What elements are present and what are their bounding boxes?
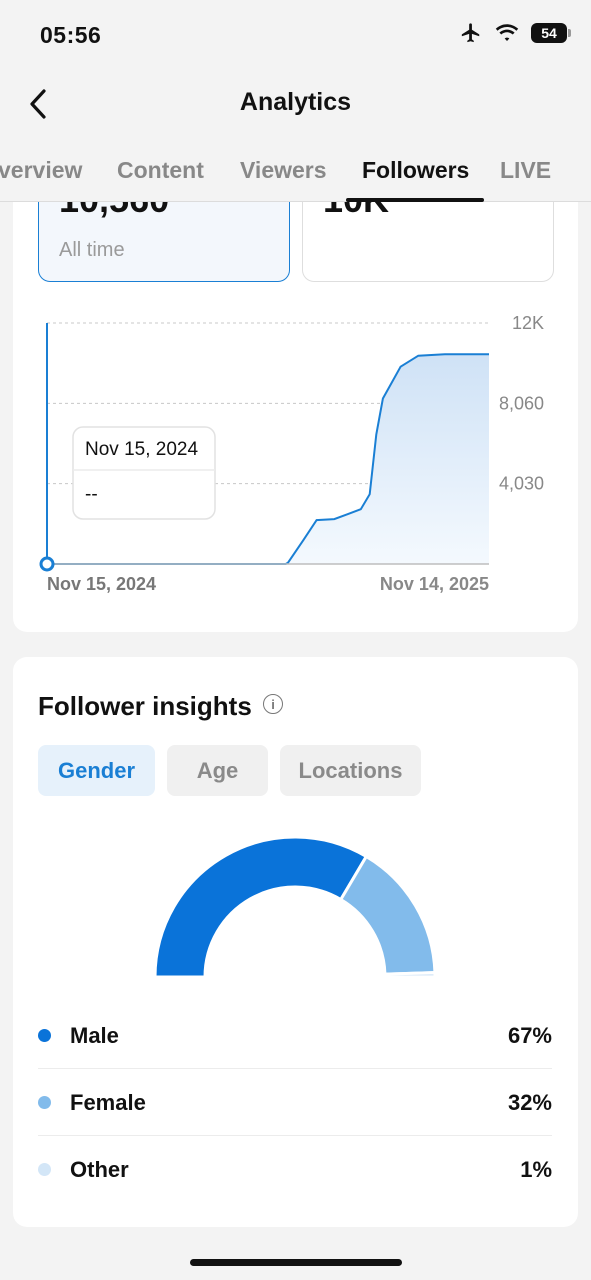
battery-level: 54 <box>541 25 557 41</box>
stat-primary-value: 10,560 <box>59 202 169 221</box>
wifi-icon <box>495 24 519 41</box>
legend-dot-male <box>38 1029 51 1042</box>
chart-area <box>47 354 489 564</box>
legend-dot-other <box>38 1163 51 1176</box>
tab-live[interactable]: LIVE <box>500 157 552 183</box>
follower-insights-card: Follower insights i Gender Age Locations… <box>13 657 578 1227</box>
tab-followers[interactable]: Followers <box>362 157 470 183</box>
analytics-tabs: verview Content Viewers Followers LIVE <box>0 140 591 202</box>
stat-primary-label: All time <box>59 239 125 261</box>
chart-cursor-dot[interactable] <box>39 556 55 572</box>
tooltip-date: Nov 15, 2024 <box>85 439 198 460</box>
stat-total-followers[interactable]: 10,560 All time <box>38 202 290 282</box>
donut-slice-other <box>383 971 437 979</box>
x-axis-start-label: Nov 15, 2024 <box>47 574 156 594</box>
legend-row-male: Male 67% <box>38 1002 552 1069</box>
info-icon[interactable]: i <box>263 694 283 714</box>
status-time: 05:56 <box>40 22 102 48</box>
chevron-left-icon <box>30 89 46 119</box>
tooltip-value: -- <box>85 484 98 505</box>
y-axis-tick-label: 8,060 <box>499 393 544 413</box>
legend-percent-female: 32% <box>507 1090 552 1115</box>
gender-donut-chart <box>153 835 437 979</box>
legend-dot-female <box>38 1096 51 1109</box>
page-title: Analytics <box>239 88 352 116</box>
back-button[interactable] <box>16 82 60 126</box>
legend-label-male: Male <box>70 1023 119 1048</box>
y-axis-tick-label: 4,030 <box>499 474 544 494</box>
status-bar: 05:56 54 <box>0 0 591 70</box>
insights-tab-age[interactable]: Age <box>167 745 268 796</box>
donut-slice-male <box>153 835 369 979</box>
tab-content[interactable]: Content <box>117 157 204 183</box>
followers-card: 10,560 All time 10K 12K 8,060 4,030 Nov 15… <box>13 202 578 632</box>
legend-row-female: Female 32% <box>38 1069 552 1136</box>
nav-bar: Analytics <box>0 72 591 136</box>
insights-tab-locations[interactable]: Locations <box>280 745 421 796</box>
insights-title: Follower insights <box>38 691 252 721</box>
legend-percent-male: 67% <box>507 1023 552 1048</box>
chart-line <box>47 353 489 565</box>
battery-icon: 54 <box>531 23 571 43</box>
x-axis-end-label: Nov 14, 2025 <box>380 574 489 594</box>
status-icons: 54 <box>459 22 571 44</box>
airplane-icon <box>461 23 480 43</box>
donut-slice-female <box>338 854 437 976</box>
home-indicator <box>190 1259 402 1266</box>
chart-tooltip: Nov 15, 2024 -- <box>72 426 216 520</box>
stat-net-followers[interactable]: 10K <box>302 202 554 282</box>
active-tab-indicator <box>346 198 484 202</box>
y-axis-tick-label: 12K <box>512 313 544 333</box>
legend-percent-other: 1% <box>520 1157 552 1182</box>
legend-label-female: Female <box>70 1090 146 1115</box>
stat-secondary-value: 10K <box>323 202 389 221</box>
legend-label-other: Other <box>70 1157 129 1182</box>
tab-overview[interactable]: verview <box>0 157 83 183</box>
insights-tab-gender[interactable]: Gender <box>38 745 155 796</box>
legend-row-other: Other 1% <box>38 1136 552 1203</box>
tab-viewers[interactable]: Viewers <box>240 157 327 183</box>
